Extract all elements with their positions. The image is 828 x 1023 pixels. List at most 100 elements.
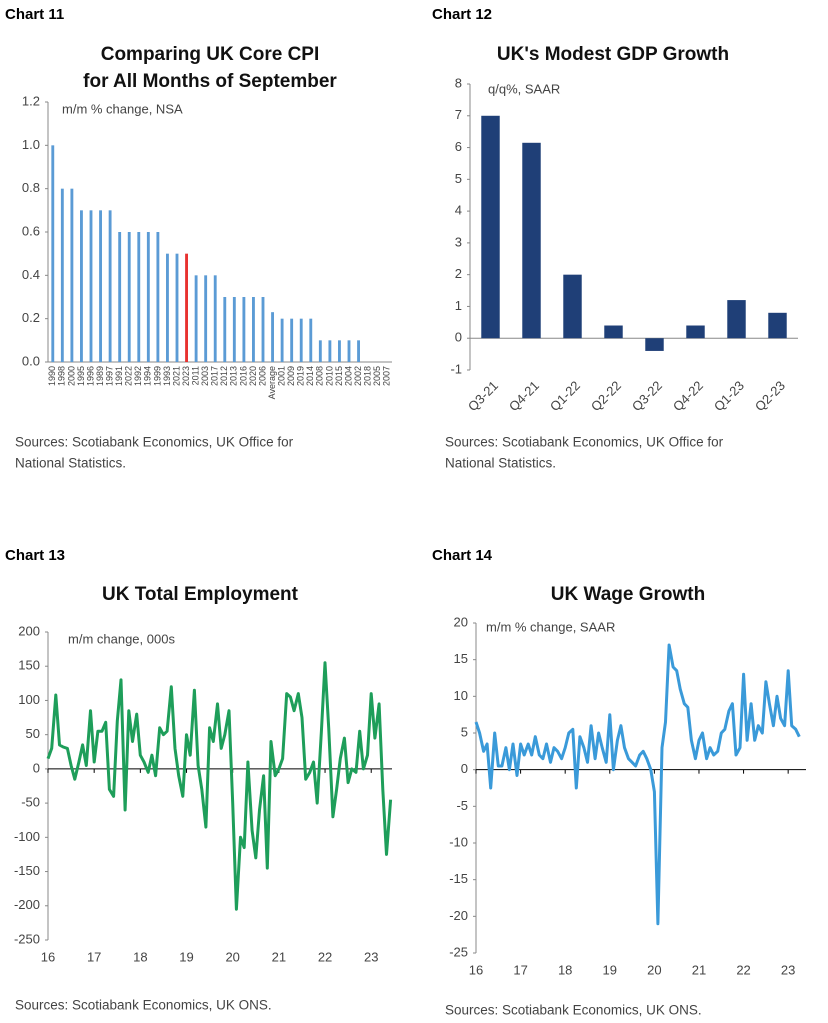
bar: [290, 318, 294, 362]
x-tick-label: 1998: [57, 366, 67, 386]
bar: [727, 300, 746, 339]
y-tick-label: 100: [18, 692, 40, 707]
bar: [213, 275, 217, 362]
bar: [309, 318, 313, 362]
bar: [522, 142, 541, 339]
bar: [299, 318, 303, 362]
chart-label: Chart 14: [432, 547, 493, 564]
bar: [318, 340, 322, 362]
bar: [156, 232, 160, 362]
subtitle: m/m change, 000s: [68, 631, 175, 646]
bar: [60, 188, 64, 362]
x-tick-label: 2004: [343, 366, 353, 386]
y-tick-label: 200: [18, 623, 40, 638]
chart-title: Comparing UK Core CPI: [101, 44, 320, 65]
y-tick-label: 2: [455, 266, 462, 281]
subtitle: m/m % change, SAAR: [486, 619, 615, 634]
x-tick-label: 2005: [372, 366, 382, 386]
y-tick-label: -250: [14, 931, 40, 946]
y-tick-label: 0.4: [22, 267, 40, 282]
y-tick-label: 5: [461, 724, 468, 739]
source: Sources: Scotiabank Economics, UK Office…: [15, 435, 294, 450]
y-tick-label: 10: [454, 688, 468, 703]
bar: [146, 232, 150, 362]
x-tick-label: 2012: [219, 366, 229, 386]
y-tick-label: 0: [455, 330, 462, 345]
x-tick-label: 1993: [162, 366, 172, 386]
bar: [137, 232, 141, 362]
x-tick-label: 2009: [286, 366, 296, 386]
y-tick-label: 0.0: [22, 353, 40, 368]
x-tick-label: 2006: [257, 366, 267, 386]
y-tick-label: 1: [455, 298, 462, 313]
x-tick-label: Q3-21: [465, 378, 501, 414]
x-tick-label: Q1-22: [547, 378, 583, 414]
bar: [563, 274, 582, 339]
bar: [357, 340, 360, 362]
y-tick-label: 1.0: [22, 137, 40, 152]
x-tick-label: 2021: [171, 366, 181, 386]
x-tick-label: 22: [736, 962, 750, 977]
x-tick-label: 20: [225, 949, 239, 964]
source: Sources: Scotiabank Economics, UK ONS.: [15, 998, 272, 1013]
bar: [194, 275, 198, 362]
y-tick-label: 1.2: [22, 93, 40, 108]
chart-title: UK Wage Growth: [551, 584, 705, 605]
bar: [604, 325, 623, 339]
x-tick-label: 22: [318, 949, 332, 964]
bar: [108, 210, 112, 362]
bar: [80, 210, 83, 362]
x-tick-label: Average: [267, 366, 277, 399]
y-tick-label: -15: [449, 871, 468, 886]
bar: [261, 297, 265, 362]
y-tick-label: 0.6: [22, 223, 40, 238]
chart-title: for All Months of September: [83, 71, 337, 92]
y-tick-label: 5: [455, 171, 462, 186]
bar: [242, 297, 246, 362]
x-tick-label: Q2-23: [752, 378, 788, 414]
x-tick-label: 2018: [362, 366, 372, 386]
bar: [481, 115, 500, 339]
subtitle: q/q%, SAAR: [488, 81, 560, 96]
x-tick-label: Q4-21: [506, 378, 542, 414]
bar: [127, 232, 131, 362]
x-tick-label: 1996: [85, 366, 95, 386]
y-tick-label: 0.8: [22, 180, 40, 195]
x-tick-label: 17: [513, 962, 527, 977]
x-tick-label: 2007: [382, 366, 392, 386]
x-tick-label: 2017: [210, 366, 220, 386]
bar: [118, 232, 122, 362]
bar: [328, 340, 332, 362]
bar: [347, 340, 351, 362]
y-tick-label: -100: [14, 829, 40, 844]
x-tick-label: 1995: [76, 366, 86, 386]
x-tick-label: Q4-22: [670, 378, 706, 414]
x-tick-label: Q2-22: [588, 378, 624, 414]
bar: [89, 210, 93, 362]
bar: [204, 275, 208, 362]
y-tick-label: -25: [449, 944, 468, 959]
bar: [70, 188, 74, 362]
x-tick-label: 2011: [190, 366, 200, 385]
bar: [338, 340, 341, 362]
bar: [175, 253, 179, 362]
bar: [99, 210, 102, 362]
bar: [271, 312, 274, 362]
y-tick-label: -20: [449, 908, 468, 923]
x-tick-label: 1989: [95, 366, 105, 386]
chart-label: Chart 11: [5, 6, 64, 23]
bar: [185, 253, 188, 362]
x-tick-label: 2016: [238, 366, 248, 386]
y-tick-label: 20: [454, 614, 468, 629]
x-tick-label: 18: [558, 962, 572, 977]
y-tick-label: 150: [18, 658, 40, 673]
x-tick-label: 2008: [315, 366, 325, 386]
x-tick-label: 16: [469, 962, 483, 977]
bar: [252, 297, 255, 362]
x-tick-label: 2002: [353, 366, 363, 386]
x-tick-label: 2015: [334, 366, 344, 386]
x-tick-label: 19: [603, 962, 617, 977]
source: National Statistics.: [445, 456, 556, 471]
subtitle: m/m % change, NSA: [62, 101, 183, 116]
